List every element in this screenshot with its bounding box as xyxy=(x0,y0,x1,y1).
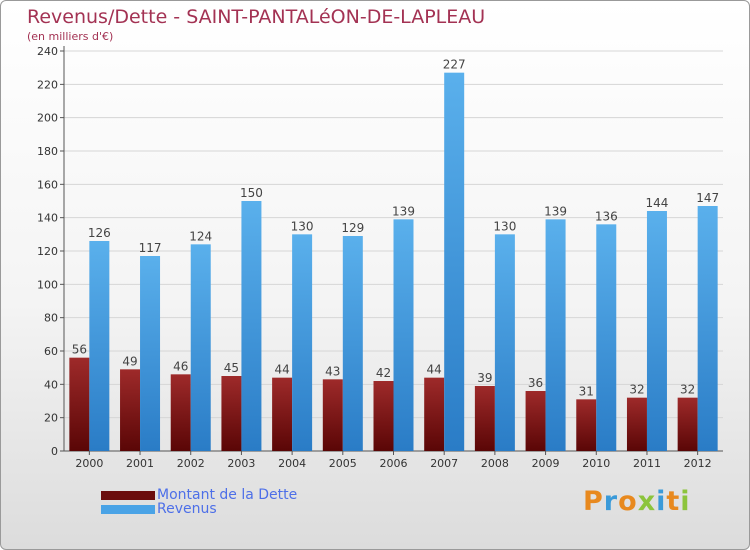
bar-dette xyxy=(322,379,343,451)
y-tick-label: 0 xyxy=(51,445,58,458)
chart-title: Revenus/Dette - SAINT-PANTALéON-DE-LAPLE… xyxy=(27,6,486,28)
logo-letter: i xyxy=(680,486,691,517)
data-label: 45 xyxy=(224,361,239,375)
bar-revenus xyxy=(393,219,414,451)
data-label: 139 xyxy=(544,204,567,218)
data-label: 36 xyxy=(528,376,543,390)
bar-revenus xyxy=(292,234,313,451)
data-label: 130 xyxy=(493,219,516,233)
bar-dette xyxy=(272,377,293,451)
bar-revenus xyxy=(89,241,110,451)
chart-subtitle: (en milliers d'€) xyxy=(27,30,114,43)
bar-revenus xyxy=(241,201,262,451)
bar-revenus xyxy=(697,206,718,451)
bar-dette xyxy=(474,386,495,451)
data-label: 44 xyxy=(274,363,289,377)
data-label: 32 xyxy=(629,383,644,397)
x-tick-label: 2010 xyxy=(582,457,610,470)
legend-label-revenus: Revenus xyxy=(157,501,217,517)
bar-dette xyxy=(170,374,191,451)
bar-dette xyxy=(373,381,394,451)
data-label: 124 xyxy=(189,229,212,243)
y-tick-label: 160 xyxy=(37,178,58,191)
y-tick-label: 20 xyxy=(44,412,58,425)
proxiti-logo: Proxiti xyxy=(583,486,691,517)
data-label: 31 xyxy=(579,384,594,398)
logo-letter: r xyxy=(603,486,619,517)
bar-dette xyxy=(424,377,445,451)
x-tick-label: 2011 xyxy=(633,457,661,470)
x-tick-label: 2000 xyxy=(75,457,103,470)
y-tick-label: 60 xyxy=(44,345,58,358)
data-label: 150 xyxy=(240,186,263,200)
data-label: 32 xyxy=(680,383,695,397)
bar-dette xyxy=(120,369,141,451)
bar-revenus xyxy=(342,236,363,451)
logo-letter: o xyxy=(618,486,638,517)
logo-letter: P xyxy=(583,486,604,517)
data-label: 46 xyxy=(173,359,188,373)
data-label: 129 xyxy=(341,221,364,235)
y-tick-label: 100 xyxy=(37,278,58,291)
x-tick-label: 2002 xyxy=(177,457,205,470)
y-tick-label: 140 xyxy=(37,212,58,225)
bar-dette xyxy=(221,376,242,451)
y-tick-label: 180 xyxy=(37,145,58,158)
data-label: 147 xyxy=(696,191,719,205)
data-label: 130 xyxy=(291,219,314,233)
data-label: 44 xyxy=(427,363,442,377)
data-label: 139 xyxy=(392,204,415,218)
bar-dette xyxy=(677,397,698,451)
y-tick-label: 80 xyxy=(44,312,58,325)
y-tick-label: 220 xyxy=(37,78,58,91)
bar-revenus xyxy=(140,256,161,451)
x-tick-label: 2005 xyxy=(329,457,357,470)
data-label: 227 xyxy=(443,58,466,72)
x-tick-label: 2008 xyxy=(481,457,509,470)
y-tick-label: 240 xyxy=(37,45,58,58)
data-label: 56 xyxy=(72,343,87,357)
data-label: 144 xyxy=(646,196,669,210)
legend-swatch-revenus xyxy=(101,505,155,514)
bar-revenus xyxy=(596,224,617,451)
x-tick-label: 2009 xyxy=(532,457,560,470)
bar-dette xyxy=(576,399,597,451)
bar-dette xyxy=(626,397,647,451)
bar-revenus xyxy=(545,219,566,451)
legend-swatch-dette xyxy=(101,491,155,500)
legend-label-dette: Montant de la Dette xyxy=(157,487,298,503)
x-tick-label: 2003 xyxy=(227,457,255,470)
y-tick-label: 120 xyxy=(37,245,58,258)
data-label: 136 xyxy=(595,209,618,223)
data-label: 42 xyxy=(376,366,391,380)
logo-letter: t xyxy=(666,486,681,517)
data-label: 49 xyxy=(122,354,137,368)
logo-letter: x xyxy=(637,486,657,517)
bar-dette xyxy=(525,391,546,451)
data-label: 126 xyxy=(88,226,111,240)
bar-revenus xyxy=(190,244,211,451)
bar-revenus xyxy=(494,234,515,451)
y-tick-label: 200 xyxy=(37,112,58,125)
data-label: 39 xyxy=(477,371,492,385)
bar-revenus xyxy=(646,211,667,451)
data-label: 117 xyxy=(139,241,162,255)
bar-dette xyxy=(69,357,90,451)
x-tick-label: 2012 xyxy=(684,457,712,470)
x-tick-label: 2004 xyxy=(278,457,306,470)
data-label: 43 xyxy=(325,364,340,378)
bar-revenus xyxy=(444,72,465,452)
x-tick-label: 2007 xyxy=(430,457,458,470)
x-tick-label: 2006 xyxy=(380,457,408,470)
y-tick-label: 40 xyxy=(44,378,58,391)
logo-letter: i xyxy=(656,486,667,517)
x-tick-label: 2001 xyxy=(126,457,154,470)
